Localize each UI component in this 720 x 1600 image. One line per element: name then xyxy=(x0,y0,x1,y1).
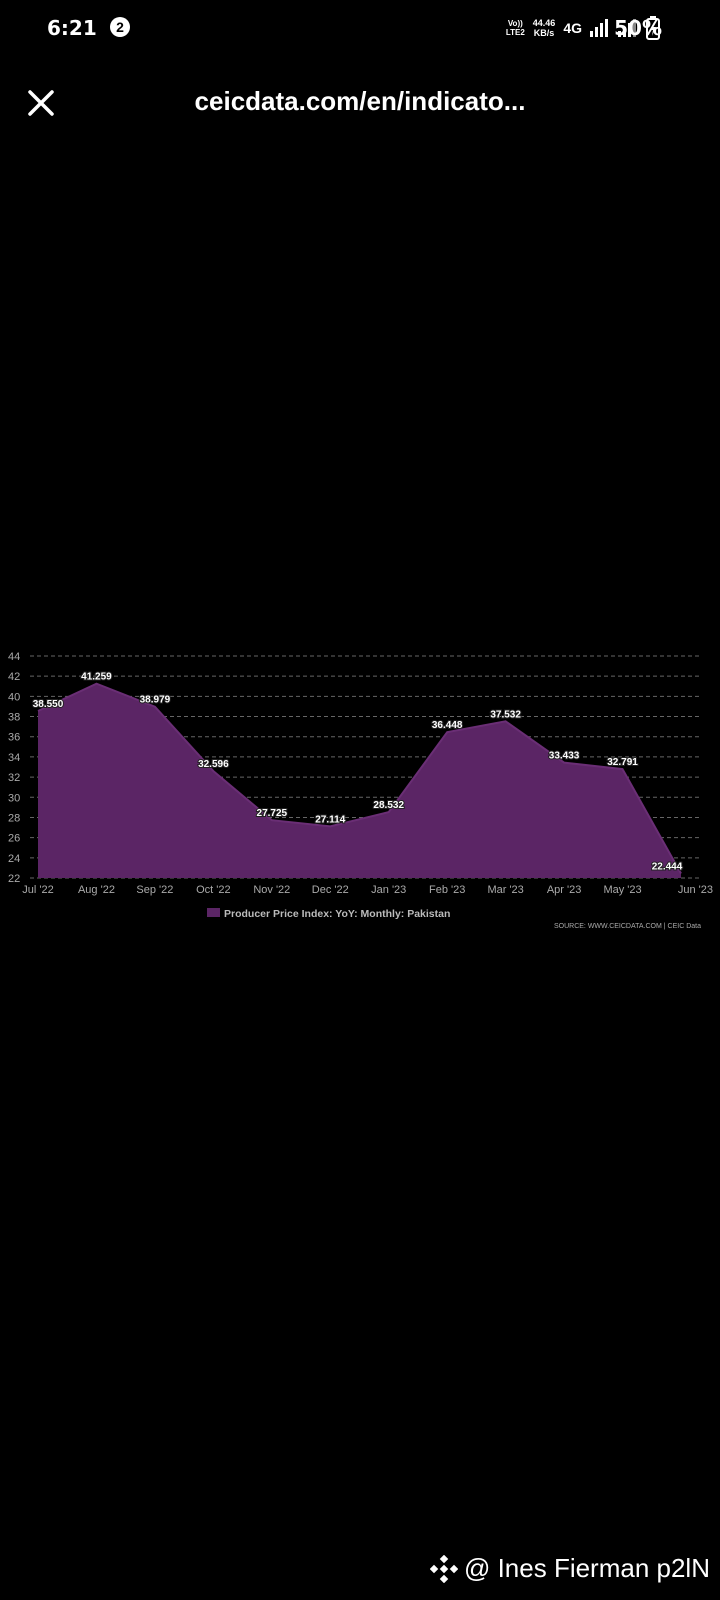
data-label: 38.979 xyxy=(140,695,171,706)
volte-line1: Vo)) xyxy=(507,19,523,28)
data-label: 27.725 xyxy=(257,808,288,819)
network-type: 4G xyxy=(563,20,582,36)
y-tick-label: 24 xyxy=(8,853,20,865)
y-axis-ticks: 22 24 26 28 30 32 34 36 38 40 42 44 xyxy=(8,651,20,885)
battery-percent: 50% xyxy=(614,16,662,40)
signal-icon xyxy=(590,19,608,37)
volte-line2: LTE2 xyxy=(505,28,525,37)
y-tick-label: 22 xyxy=(8,873,20,885)
signal-icon-2 xyxy=(618,19,636,37)
y-tick-label: 40 xyxy=(8,691,20,703)
data-label: 37.532 xyxy=(490,709,521,720)
y-tick-label: 38 xyxy=(8,712,20,724)
y-tick-label: 28 xyxy=(8,812,20,824)
speed-value: 44.46 xyxy=(532,18,556,28)
data-label: 28.532 xyxy=(373,800,404,811)
x-tick-label: Mar '23 xyxy=(487,884,523,896)
y-tick-label: 42 xyxy=(8,671,20,683)
watermark-text: @ Ines Fierman p2lN xyxy=(463,1553,710,1583)
y-tick-label: 26 xyxy=(8,833,20,845)
volte-indicator: Vo)) LTE2 xyxy=(506,19,525,37)
x-tick-label: Apr '23 xyxy=(547,884,582,896)
x-tick-label: Jan '23 xyxy=(371,884,406,896)
x-tick-label: Sep '22 xyxy=(136,884,173,896)
legend-label: Producer Price Index: YoY: Monthly: Paki… xyxy=(224,908,450,920)
y-tick-label: 34 xyxy=(8,752,20,764)
watermark: @ Ines Fierman p2lN xyxy=(429,1553,710,1584)
x-axis-ticks: Jul '22 Aug '22 Sep '22 Oct '22 Nov '22 Dec '… xyxy=(22,884,713,896)
series-line xyxy=(37,682,682,874)
data-label: 32.596 xyxy=(198,759,229,770)
speed-unit: KB/s xyxy=(533,28,555,38)
x-tick-label: Jul '22 xyxy=(22,884,53,896)
data-label: 38.550 xyxy=(33,699,64,710)
data-label: 22.444 xyxy=(652,862,683,873)
status-icons: Vo)) LTE2 44.46 KB/s 4G xyxy=(506,14,660,42)
data-label: 36.448 xyxy=(432,720,463,731)
data-label: 32.791 xyxy=(607,757,638,768)
binance-logo-icon xyxy=(429,1554,458,1583)
y-tick-label: 32 xyxy=(8,772,20,784)
y-tick-label: 30 xyxy=(8,792,20,804)
data-labels: 38.550 41.259 38.979 32.596 27.725 27.114 28.5… xyxy=(32,671,684,874)
series-area xyxy=(38,683,681,878)
x-tick-label: Oct '22 xyxy=(196,884,231,896)
battery-icon xyxy=(646,16,660,40)
status-bar: 6:21 2 Vo)) LTE2 44.46 KB/s 4G 50% xyxy=(0,0,720,56)
chart-source: SOURCE: WWW.CEICDATA.COM | CEIC Data xyxy=(554,923,701,930)
x-tick-label: Nov '22 xyxy=(253,884,290,896)
x-tick-label: May '23 xyxy=(603,884,641,896)
close-icon[interactable] xyxy=(24,86,58,120)
app-bar: ceicdata.com/en/indicato... xyxy=(0,70,720,130)
x-tick-label: Jun '23 xyxy=(678,884,713,896)
network-speed: 44.46 KB/s xyxy=(533,18,556,38)
legend[interactable]: Producer Price Index: YoY: Monthly: Paki… xyxy=(207,908,450,920)
y-tick-label: 44 xyxy=(8,651,20,663)
x-tick-label: Feb '23 xyxy=(429,884,465,896)
y-tick-label: 36 xyxy=(8,732,20,744)
data-label: 27.114 xyxy=(315,814,345,825)
status-time: 6:21 xyxy=(47,16,97,40)
x-tick-label: Aug '22 xyxy=(78,884,115,896)
data-label: 33.433 xyxy=(549,751,580,762)
notification-badge: 2 xyxy=(110,17,130,37)
legend-swatch xyxy=(207,908,220,917)
data-label: 41.259 xyxy=(81,672,112,683)
page-url: ceicdata.com/en/indicato... xyxy=(194,86,526,116)
x-tick-label: Dec '22 xyxy=(312,884,349,896)
